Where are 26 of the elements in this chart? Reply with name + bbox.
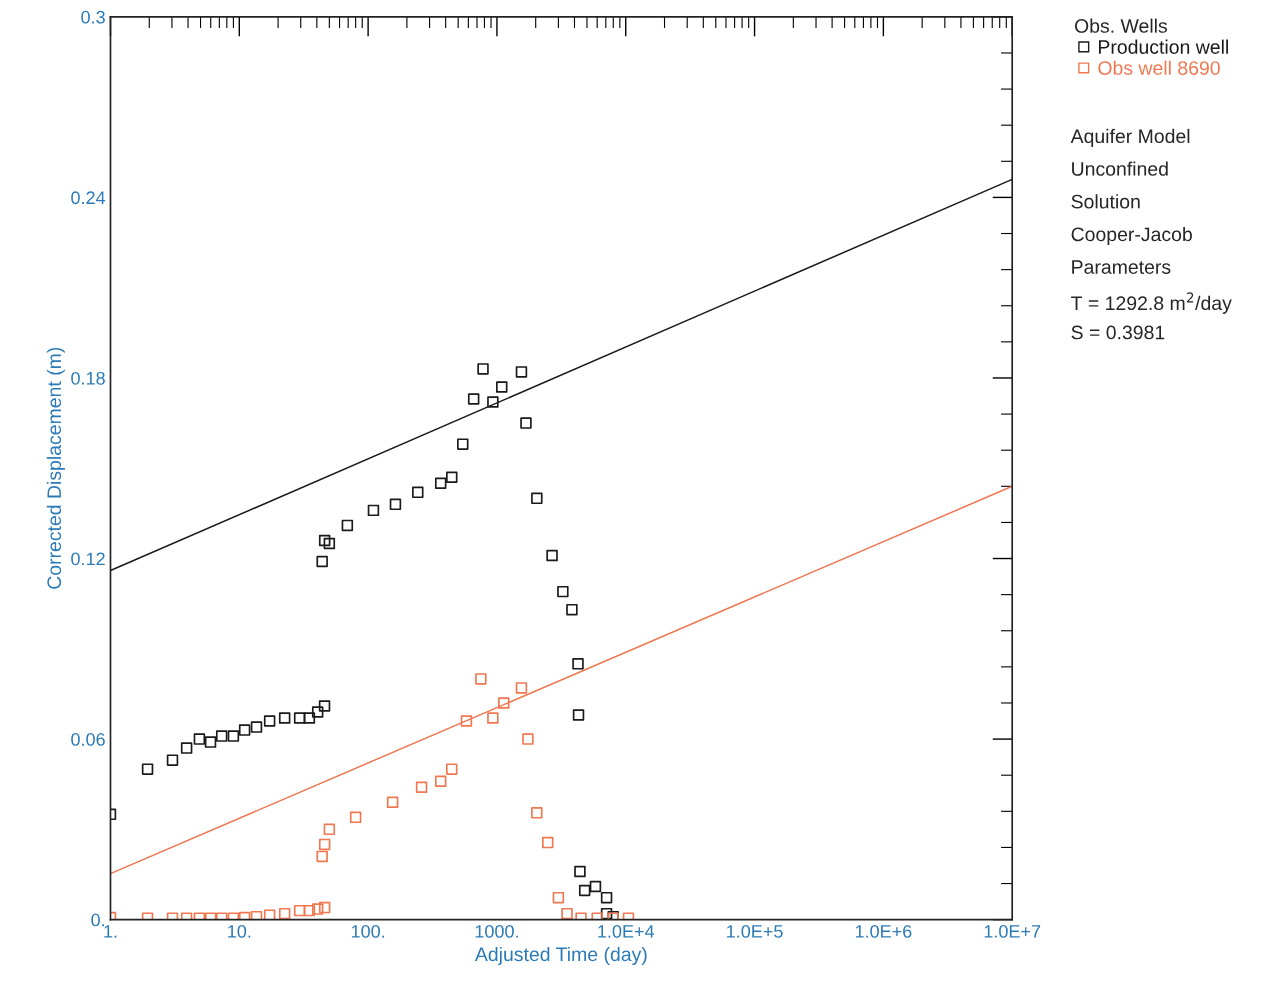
- x-tick-label: 1.0E+6: [855, 924, 912, 938]
- x-tick-label: 100.: [351, 924, 385, 938]
- x-tick-label: 1.0E+7: [984, 924, 1041, 938]
- y-tick-label: 0.: [91, 913, 104, 927]
- y-axis-title: Corrected Displacement (m): [46, 347, 65, 589]
- y-tick-label: 0.24: [71, 191, 106, 205]
- text: Parameters: [1072, 260, 1171, 274]
- text: Aquifer Model: [1070, 128, 1190, 147]
- legend-label: Obs well 8690: [1098, 60, 1220, 75]
- text: Cooper-Jacob: [1071, 226, 1192, 246]
- text: S = 0.3981: [1071, 325, 1165, 340]
- y-tick-label: 0.18: [71, 371, 105, 385]
- x-tick-label: 1000.: [475, 924, 518, 938]
- x-tick-label: 1.0E+4: [598, 924, 655, 938]
- x-tick-label: 1.: [104, 925, 117, 938]
- x-tick-label: 1.0E+5: [727, 924, 783, 938]
- legend-title: Obs. Wells: [1074, 18, 1168, 33]
- text: Unconfined: [1072, 161, 1168, 176]
- legend-label: Production well: [1098, 39, 1228, 54]
- y-tick-label: 0.3: [81, 10, 105, 24]
- y-tick-label: 0.06: [71, 733, 105, 746]
- text: T = 1292.8 m$^{2}$/day: [1071, 292, 1232, 314]
- text: Solution: [1071, 194, 1140, 209]
- x-axis-title: Adjusted Time (day): [474, 946, 647, 966]
- y-tick-label: 0.12: [71, 552, 105, 566]
- x-tick-label: 10.: [228, 924, 251, 938]
